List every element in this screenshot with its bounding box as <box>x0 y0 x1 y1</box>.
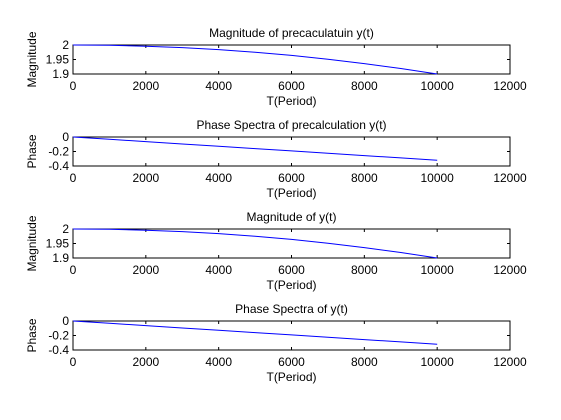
y-tick-label: 1.95 <box>46 53 70 67</box>
axes-frame <box>72 44 511 75</box>
x-tick-label: 8000 <box>351 355 378 369</box>
series-line <box>72 44 438 75</box>
x-tick-label: 2000 <box>132 79 159 93</box>
phase-yt-title: Phase Spectra of y(t) <box>235 302 348 316</box>
x-tick-label: 8000 <box>351 263 378 277</box>
series-line <box>72 320 438 345</box>
y-tick-label: -0.4 <box>48 343 69 357</box>
x-tick-label: 6000 <box>278 79 305 93</box>
y-tick-label: 0 <box>62 130 69 144</box>
y-tick-label: -0.2 <box>48 329 69 343</box>
phase-yt-plot: Phase Spectra of y(t) 0 2000 4000 6000 8000 10… <box>25 302 527 384</box>
x-tick-label: 6000 <box>278 171 305 185</box>
x-tick-label: 8000 <box>351 171 378 185</box>
x-tick-label: 8000 <box>351 79 378 93</box>
y-axis-label: Magnitude <box>25 31 39 87</box>
x-tick-label: 12000 <box>493 355 527 369</box>
x-tick-label: 6000 <box>278 263 305 277</box>
phase-precalc-title: Phase Spectra of precalculation y(t) <box>196 118 386 132</box>
x-tick-label: 0 <box>70 355 77 369</box>
x-tick-label: 0 <box>70 79 77 93</box>
y-axis-label: Phase <box>25 318 39 352</box>
series-line <box>72 228 438 259</box>
x-tick-label: 4000 <box>205 171 232 185</box>
y-tick-label: 1.9 <box>52 67 69 81</box>
x-axis-label: T(Period) <box>266 94 316 108</box>
x-tick-label: 10000 <box>420 79 454 93</box>
x-tick-label: 12000 <box>493 171 527 185</box>
series-line <box>72 136 438 161</box>
y-tick-label: 0 <box>62 314 69 328</box>
y-tick-label: 1.9 <box>52 251 69 265</box>
x-axis-label: T(Period) <box>266 186 316 200</box>
x-tick-label: 4000 <box>205 263 232 277</box>
x-axis-label: T(Period) <box>266 278 316 292</box>
magnitude-precalc-title: Magnitude of precaculatuin y(t) <box>209 26 374 40</box>
magnitude-yt-plot: Magnitude of y(t) 0 2000 4000 6000 8000 10000 1… <box>25 210 527 292</box>
y-tick-label: 1.95 <box>46 237 70 251</box>
x-tick-label: 12000 <box>493 79 527 93</box>
x-tick-label: 10000 <box>420 263 454 277</box>
x-tick-label: 0 <box>70 263 77 277</box>
y-tick-label: 2 <box>62 222 69 236</box>
magnitude-precalc-plot: Magnitude of precaculatuin y(t) 0 2000 4000… <box>25 26 527 108</box>
y-tick-label: 2 <box>62 38 69 52</box>
magnitude-yt-title: Magnitude of y(t) <box>246 210 336 224</box>
x-tick-label: 4000 <box>205 79 232 93</box>
y-tick-label: -0.2 <box>48 145 69 159</box>
phase-precalc-plot: Phase Spectra of precalculation y(t) 0 200… <box>25 118 527 200</box>
x-tick-label: 0 <box>70 171 77 185</box>
x-tick-label: 12000 <box>493 263 527 277</box>
x-tick-label: 4000 <box>205 355 232 369</box>
x-tick-label: 10000 <box>420 355 454 369</box>
x-tick-label: 2000 <box>132 171 159 185</box>
x-tick-label: 10000 <box>420 171 454 185</box>
x-tick-label: 2000 <box>132 355 159 369</box>
x-tick-label: 2000 <box>132 263 159 277</box>
y-axis-label: Magnitude <box>25 215 39 271</box>
y-axis-label: Phase <box>25 134 39 168</box>
axes-frame <box>72 228 511 259</box>
y-tick-label: -0.4 <box>48 159 69 173</box>
x-axis-label: T(Period) <box>266 370 316 384</box>
x-tick-label: 6000 <box>278 355 305 369</box>
